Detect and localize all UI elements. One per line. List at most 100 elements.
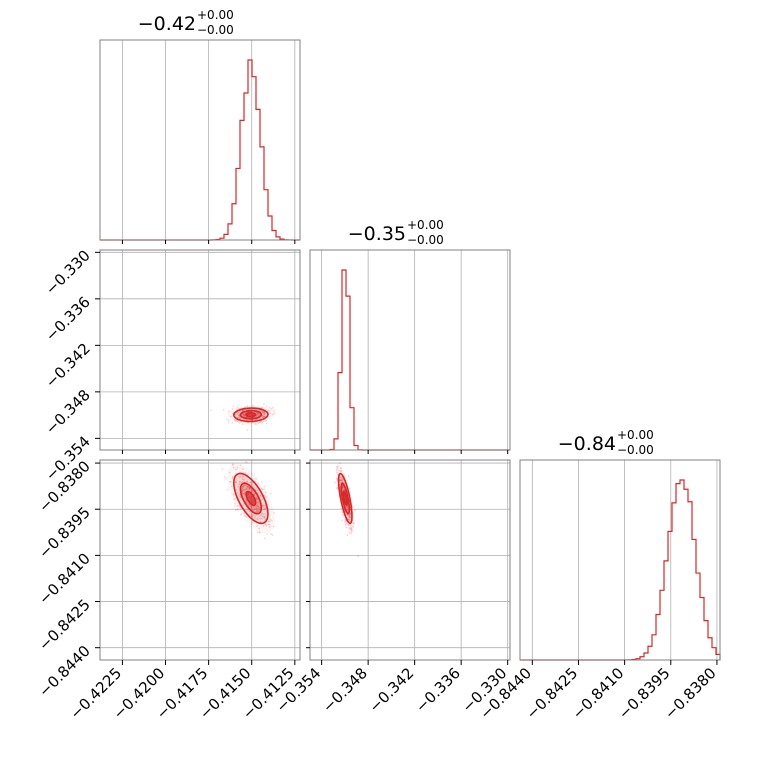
sample-point <box>244 484 246 487</box>
sample-point <box>251 522 254 524</box>
sample-point <box>230 485 233 488</box>
sample-point <box>249 486 251 489</box>
sample-point <box>237 414 240 417</box>
sample-point <box>348 515 351 518</box>
sample-point <box>233 498 236 501</box>
y-tick-label: −0.330 <box>42 246 94 298</box>
sample-point <box>339 479 342 481</box>
sample-point <box>352 522 355 525</box>
sample-point <box>257 412 259 414</box>
sample-point <box>263 488 265 491</box>
sample-point <box>342 488 344 491</box>
scatter-1-0 <box>210 403 276 431</box>
sample-point <box>252 404 254 407</box>
sample-point <box>348 487 351 490</box>
sample-point <box>256 502 259 505</box>
sample-point <box>268 523 271 526</box>
sample-point <box>341 519 344 522</box>
sample-point <box>238 407 241 410</box>
sample-point <box>234 481 237 484</box>
sample-point <box>240 414 243 416</box>
sample-point <box>251 408 254 411</box>
sample-point <box>255 510 258 513</box>
sample-point <box>236 505 239 507</box>
sample-point <box>261 416 264 418</box>
sample-point <box>248 487 251 490</box>
sample-point <box>241 485 244 488</box>
sample-point <box>256 413 259 416</box>
sample-point <box>262 415 265 418</box>
sample-point <box>261 504 264 506</box>
sample-point <box>262 410 265 413</box>
sample-point <box>348 514 351 516</box>
sample-point <box>235 413 237 415</box>
panel-frame <box>99 39 301 241</box>
panel-frame <box>99 459 301 661</box>
sample-point <box>262 508 265 511</box>
sample-point <box>335 477 338 480</box>
sample-point <box>337 473 339 476</box>
sample-point <box>263 411 265 414</box>
sample-point <box>255 423 258 426</box>
title-1: −0.35 +0.00−0.00 <box>348 218 444 247</box>
sample-point <box>350 531 353 533</box>
scatter-2-1 <box>334 462 359 558</box>
sample-point <box>243 415 246 418</box>
title-value: −0.35 <box>348 223 406 245</box>
sample-point <box>336 486 339 489</box>
sample-point <box>263 485 266 488</box>
sample-point <box>238 476 241 478</box>
sample-point <box>236 412 239 415</box>
sample-point <box>264 517 267 520</box>
sample-point <box>241 489 244 492</box>
sample-point <box>241 478 244 480</box>
sample-point <box>237 411 240 414</box>
contour-level <box>245 490 257 507</box>
sample-point <box>346 506 349 509</box>
sample-point <box>341 510 343 513</box>
sample-point <box>244 461 247 463</box>
sample-point <box>242 485 245 488</box>
sample-point <box>262 513 264 516</box>
sample-point <box>245 480 248 483</box>
sample-point <box>350 532 352 535</box>
sample-point <box>339 476 342 478</box>
sample-point <box>262 420 265 423</box>
sample-point <box>261 515 264 518</box>
sample-point <box>232 493 235 496</box>
sample-point <box>336 465 339 468</box>
sample-point <box>234 419 237 422</box>
sample-point <box>336 471 338 474</box>
sample-point <box>248 488 251 490</box>
sample-point <box>234 480 237 482</box>
sample-point <box>254 517 256 519</box>
sample-point <box>342 485 345 488</box>
sample-point <box>341 478 344 481</box>
sample-point <box>242 418 245 421</box>
sample-point <box>237 493 240 496</box>
x-axis-1: −0.354−0.348−0.342−0.336−0.330 <box>272 660 511 716</box>
sample-point <box>256 525 258 527</box>
sample-point <box>260 512 263 515</box>
sample-point <box>250 506 253 509</box>
sample-point <box>346 514 349 517</box>
sample-point <box>243 488 245 491</box>
sample-point <box>262 504 265 507</box>
sample-point <box>268 406 271 409</box>
title-minus: −0.00 <box>617 443 654 457</box>
sample-point <box>350 529 353 531</box>
sample-point <box>349 516 352 518</box>
sample-point <box>226 418 228 421</box>
sample-point <box>272 413 274 416</box>
sample-point <box>255 418 258 421</box>
sample-point <box>236 509 239 511</box>
title-plus: +0.00 <box>407 218 444 232</box>
sample-point <box>234 413 237 416</box>
sample-point <box>335 469 338 471</box>
sample-point <box>259 517 262 520</box>
sample-point <box>269 412 271 414</box>
sample-point <box>350 526 352 528</box>
sample-point <box>243 414 246 417</box>
sample-point <box>347 505 349 508</box>
sample-point <box>264 491 267 494</box>
